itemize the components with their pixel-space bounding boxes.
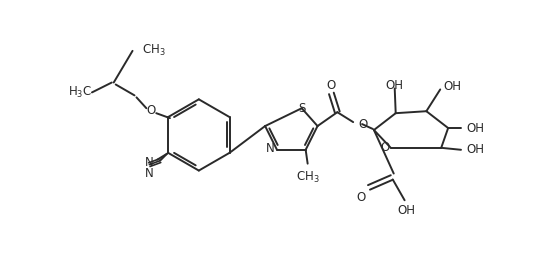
Text: O: O [357, 191, 366, 204]
Text: N: N [266, 142, 275, 155]
Text: OH: OH [466, 143, 484, 156]
Text: N: N [145, 167, 154, 180]
Text: OH: OH [466, 122, 484, 134]
Text: CH$_3$: CH$_3$ [142, 43, 166, 58]
Text: H$_3$C: H$_3$C [68, 85, 92, 100]
Text: O: O [381, 141, 390, 154]
Text: N: N [145, 156, 154, 169]
Text: OH: OH [398, 204, 416, 217]
Text: CH$_3$: CH$_3$ [296, 170, 320, 185]
Text: O: O [327, 79, 336, 92]
Text: OH: OH [443, 80, 461, 93]
Text: O: O [358, 117, 367, 130]
Text: S: S [298, 102, 305, 115]
Text: OH: OH [386, 79, 404, 92]
Text: O: O [147, 104, 156, 117]
